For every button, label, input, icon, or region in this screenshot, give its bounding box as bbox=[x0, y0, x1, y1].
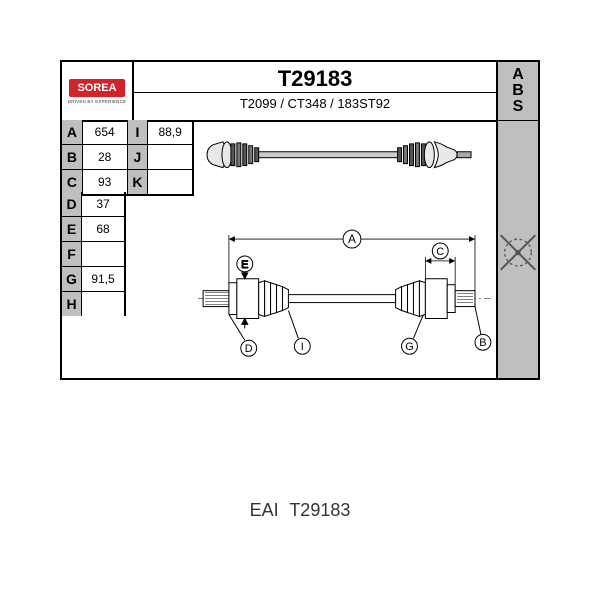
dim-label-i: I bbox=[301, 341, 304, 353]
dim-label-a: A bbox=[348, 232, 356, 246]
caption: EAI T29183 bbox=[250, 500, 351, 521]
dim-key: D bbox=[62, 192, 82, 217]
dim-val: 88,9 bbox=[148, 120, 192, 144]
brand-name: SOREA bbox=[69, 79, 125, 97]
brand-tagline: DRIVEN BY EXPERIENCE bbox=[68, 99, 126, 104]
dim-key: C bbox=[62, 170, 83, 194]
dim-val: 654 bbox=[83, 120, 128, 144]
drive-shaft-diagram: E I D bbox=[192, 120, 498, 378]
header: T29183 T2099 / CT348 / 183ST92 bbox=[132, 62, 498, 122]
dim-val: 91,5 bbox=[82, 267, 126, 292]
abs-column: A B S bbox=[496, 62, 538, 378]
dim-label-d: D bbox=[245, 343, 253, 355]
dim-keys-lower: D E F G H bbox=[62, 192, 82, 316]
dim-val bbox=[148, 170, 192, 194]
dim-val bbox=[82, 292, 126, 316]
caption-code: T29183 bbox=[289, 500, 350, 520]
spec-sheet: SOREA DRIVEN BY EXPERIENCE T29183 T2099 … bbox=[60, 60, 540, 380]
dim-val bbox=[82, 242, 126, 267]
dim-key: H bbox=[62, 292, 82, 316]
dim-vals-lower: 37 68 91,5 bbox=[82, 192, 126, 316]
dim-label-g: G bbox=[405, 341, 413, 353]
part-number: T29183 bbox=[132, 62, 498, 92]
abs-label: A B S bbox=[498, 62, 538, 121]
dim-val: 93 bbox=[83, 170, 128, 194]
dim-label-b: B bbox=[479, 337, 486, 349]
shaft-illustration-icon bbox=[207, 142, 471, 168]
dim-val: 37 bbox=[82, 192, 126, 217]
dim-val: 68 bbox=[82, 217, 126, 242]
abs-s: S bbox=[513, 99, 524, 115]
dim-key: E bbox=[62, 217, 82, 242]
table-row: A 654 I 88,9 bbox=[62, 120, 192, 145]
abs-icon bbox=[498, 121, 538, 378]
brand-logo: SOREA DRIVEN BY EXPERIENCE bbox=[62, 62, 134, 122]
dim-label-e: E bbox=[241, 259, 248, 271]
abs-b: B bbox=[512, 83, 524, 99]
dim-key: I bbox=[128, 120, 149, 144]
shaft-technical-icon: E I D bbox=[198, 230, 491, 356]
caption-brand: EAI bbox=[250, 500, 279, 520]
dim-label-c: C bbox=[436, 246, 444, 258]
cross-refs: T2099 / CT348 / 183ST92 bbox=[132, 92, 498, 114]
dimension-table: A 654 I 88,9 B 28 J C 93 K bbox=[62, 120, 194, 196]
dim-key: G bbox=[62, 267, 82, 292]
dim-key: K bbox=[128, 170, 149, 194]
dim-key: F bbox=[62, 242, 82, 267]
abs-a: A bbox=[512, 67, 524, 83]
dim-key: A bbox=[62, 120, 83, 144]
dim-key: B bbox=[62, 145, 83, 169]
table-row: B 28 J bbox=[62, 145, 192, 170]
dim-val bbox=[148, 145, 192, 169]
dim-key: J bbox=[128, 145, 149, 169]
dim-val: 28 bbox=[83, 145, 128, 169]
